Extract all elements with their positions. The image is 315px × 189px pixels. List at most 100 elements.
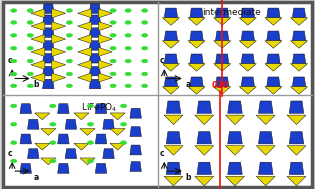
Circle shape: [141, 59, 148, 63]
Circle shape: [10, 159, 17, 163]
Polygon shape: [215, 54, 229, 65]
Circle shape: [66, 33, 72, 37]
Text: LiFePO$_4$: LiFePO$_4$: [82, 101, 118, 114]
Polygon shape: [20, 163, 32, 173]
Polygon shape: [258, 101, 273, 113]
Polygon shape: [52, 9, 66, 18]
Polygon shape: [89, 67, 101, 76]
Polygon shape: [214, 41, 231, 48]
Polygon shape: [188, 64, 205, 71]
Polygon shape: [41, 158, 56, 165]
Polygon shape: [58, 134, 69, 144]
Polygon shape: [195, 176, 214, 186]
Polygon shape: [226, 115, 244, 125]
Polygon shape: [190, 8, 203, 19]
Polygon shape: [215, 31, 229, 42]
Polygon shape: [89, 41, 101, 50]
Text: intermediate: intermediate: [202, 8, 261, 17]
Polygon shape: [190, 77, 203, 88]
Polygon shape: [78, 60, 92, 69]
Circle shape: [66, 9, 72, 12]
Polygon shape: [89, 15, 101, 24]
Polygon shape: [95, 134, 107, 144]
Polygon shape: [290, 64, 307, 71]
Polygon shape: [292, 77, 306, 88]
Circle shape: [66, 21, 72, 24]
Polygon shape: [89, 28, 101, 37]
Polygon shape: [266, 31, 280, 42]
Polygon shape: [215, 77, 229, 88]
Text: b: b: [34, 80, 39, 89]
Circle shape: [125, 33, 131, 37]
Polygon shape: [289, 101, 304, 113]
Polygon shape: [289, 132, 304, 144]
Polygon shape: [195, 115, 214, 125]
Polygon shape: [256, 115, 275, 125]
Polygon shape: [99, 47, 112, 56]
Polygon shape: [188, 87, 205, 94]
Polygon shape: [35, 143, 50, 150]
Polygon shape: [78, 9, 92, 18]
Polygon shape: [43, 79, 54, 89]
Polygon shape: [190, 31, 203, 42]
Polygon shape: [99, 22, 112, 31]
Polygon shape: [258, 162, 273, 174]
Polygon shape: [43, 28, 54, 37]
Polygon shape: [164, 8, 178, 19]
Polygon shape: [197, 162, 212, 174]
Polygon shape: [43, 67, 54, 76]
Polygon shape: [292, 31, 306, 42]
Polygon shape: [239, 41, 256, 48]
Circle shape: [66, 46, 72, 50]
Circle shape: [10, 84, 17, 88]
Polygon shape: [43, 15, 54, 24]
Circle shape: [10, 46, 17, 50]
Polygon shape: [74, 143, 89, 150]
Circle shape: [110, 21, 116, 24]
Polygon shape: [214, 18, 231, 25]
Polygon shape: [110, 113, 125, 120]
Polygon shape: [89, 79, 101, 89]
Text: c: c: [8, 149, 12, 158]
Polygon shape: [239, 87, 256, 94]
Polygon shape: [103, 119, 114, 129]
Polygon shape: [89, 53, 101, 63]
Polygon shape: [241, 54, 255, 65]
Circle shape: [83, 128, 94, 135]
Polygon shape: [164, 115, 183, 125]
Polygon shape: [58, 104, 69, 114]
Polygon shape: [20, 104, 32, 114]
Circle shape: [125, 9, 131, 12]
Polygon shape: [20, 134, 32, 144]
Polygon shape: [241, 77, 255, 88]
Polygon shape: [130, 145, 141, 155]
Polygon shape: [164, 31, 178, 42]
Polygon shape: [166, 132, 181, 144]
Circle shape: [27, 46, 33, 50]
Circle shape: [141, 46, 148, 50]
Polygon shape: [256, 176, 275, 186]
Polygon shape: [99, 34, 112, 43]
Polygon shape: [52, 22, 66, 31]
Polygon shape: [95, 104, 107, 114]
Polygon shape: [31, 73, 45, 82]
Circle shape: [110, 59, 116, 63]
Circle shape: [110, 84, 116, 88]
Circle shape: [120, 104, 127, 108]
Circle shape: [10, 72, 17, 76]
Circle shape: [46, 148, 57, 155]
Polygon shape: [197, 101, 212, 113]
Polygon shape: [214, 64, 231, 71]
Text: 020: 020: [212, 81, 229, 91]
Text: a: a: [186, 80, 191, 89]
Circle shape: [141, 9, 148, 12]
Polygon shape: [43, 41, 54, 50]
Text: c: c: [160, 56, 164, 65]
Polygon shape: [166, 162, 181, 174]
Polygon shape: [78, 34, 92, 43]
Circle shape: [141, 33, 148, 37]
Polygon shape: [110, 129, 125, 135]
Polygon shape: [65, 119, 77, 129]
Polygon shape: [258, 132, 273, 144]
Circle shape: [141, 84, 148, 88]
